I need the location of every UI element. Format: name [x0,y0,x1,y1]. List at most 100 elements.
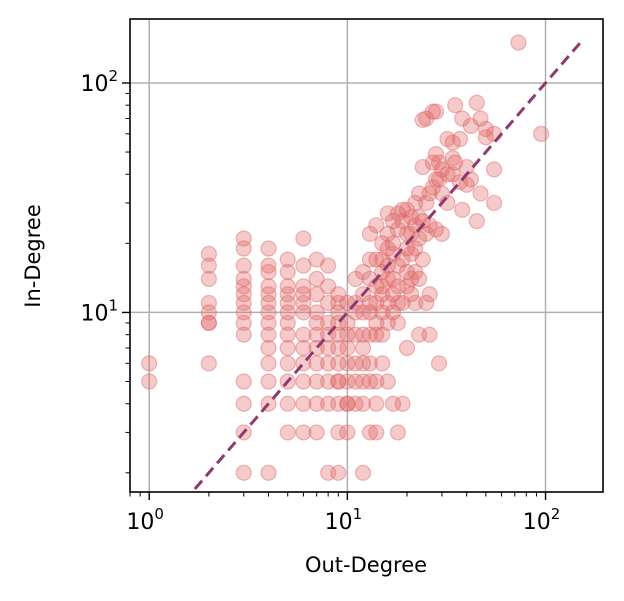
scatter-point [279,286,296,303]
scatter-point [308,251,325,268]
scatter-point [308,355,325,372]
scatter-point [398,240,416,257]
scatter-point [430,154,448,171]
scatter-point [361,225,379,242]
scatter-point [394,251,411,268]
scatter-point [468,94,485,111]
scatter-point [361,424,379,441]
scatter-point [295,278,312,295]
x-tick-label-exponent: 2 [551,505,561,523]
scatter-point [330,294,347,312]
scatter-point [407,294,424,312]
scatter-point [424,179,441,196]
scatter-point [379,373,396,390]
scatter-point [279,251,296,268]
scatter-point [427,221,445,238]
scatter-point [379,270,396,288]
scatter-point [141,355,158,372]
scatter-point [279,278,296,295]
scatter-point [330,339,347,357]
scatter-point [444,166,461,183]
scatter-point [407,194,424,212]
scatter-point [235,294,252,312]
scatter-point [403,209,420,226]
scatter-point [330,464,347,481]
x-tick-label-exponent: 1 [353,505,363,523]
scatter-point [454,201,471,218]
scatter-point [330,355,347,372]
scatter-point [330,395,347,412]
x-tick-label: 101 [325,505,363,535]
scatter-point [394,213,411,230]
scatter-point [379,314,396,332]
scatter-point [339,314,356,332]
scatter-point [235,286,252,303]
scatter-point [384,235,402,252]
scatter-point [295,230,312,247]
scatter-point [421,286,438,303]
scatter-point [485,125,503,142]
scatter-point [368,217,385,234]
scatter-point [374,304,391,321]
scatter-point [468,213,485,230]
scatter-point [354,339,372,357]
scatter-point [451,130,469,148]
scatter-point [308,326,325,343]
scatter-point [389,294,407,312]
scatter-point [235,314,252,332]
scatter-point [472,110,489,127]
scatter-point [295,257,312,274]
scatter-point [384,286,402,303]
scatter-point [320,373,337,390]
scatter-point [398,339,416,357]
scatter-point [260,294,277,312]
scatter-point [347,355,364,372]
scatter-point [407,240,424,257]
scatter-point [394,201,411,218]
reference-line [193,41,582,491]
scatter-point [295,286,312,303]
scatter-point [433,161,451,178]
scatter-point [200,314,217,332]
scatter-point [354,326,372,343]
x-tick-label: 100 [126,505,164,535]
scatter-point [308,270,325,288]
scatter-point [361,355,379,372]
scatter-point [361,294,379,312]
x-tick-label-base: 10 [325,510,353,535]
scatter-point [389,278,407,295]
scatter-point [384,304,402,321]
scatter-point [361,251,379,268]
scatter-point [407,263,424,281]
scatter-point [339,395,356,412]
scatter-point [433,225,451,242]
scatter-point [354,373,372,390]
scatter-point [260,257,277,274]
scatter-point [200,294,217,312]
scatter-point [458,176,475,193]
scatter-point [368,424,385,441]
scatter-point [361,326,379,343]
scatter-point [235,278,252,295]
scatter-point [279,263,296,281]
scatter-point [430,355,448,372]
scatter-point [235,304,252,321]
scatter-point [295,424,312,441]
scatter-point [414,213,431,230]
scatter-point [235,257,252,274]
scatter-point [374,286,391,303]
scatter-point [379,225,396,242]
scatter-point [384,395,402,412]
scatter-point [279,294,296,312]
scatter-point [379,294,396,312]
scatter-points [141,34,550,481]
scatter-point [339,395,356,412]
scatter-point [235,240,252,257]
y-tick-label-base: 10 [80,301,108,326]
scatter-point [410,270,428,288]
scatter-point [394,294,411,312]
scatter-point [279,304,296,321]
scatter-point [389,205,407,222]
scatter-point [339,339,356,357]
scatter-point [308,424,325,441]
